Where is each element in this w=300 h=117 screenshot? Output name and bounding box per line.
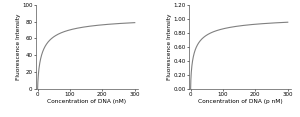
Y-axis label: Fluorescence Intensity: Fluorescence Intensity [167,14,172,80]
X-axis label: Concentration of DNA (p nM): Concentration of DNA (p nM) [198,99,282,104]
Y-axis label: Fluorescence Intensity: Fluorescence Intensity [16,14,21,80]
X-axis label: Concentration of DNA (nM): Concentration of DNA (nM) [47,99,127,104]
